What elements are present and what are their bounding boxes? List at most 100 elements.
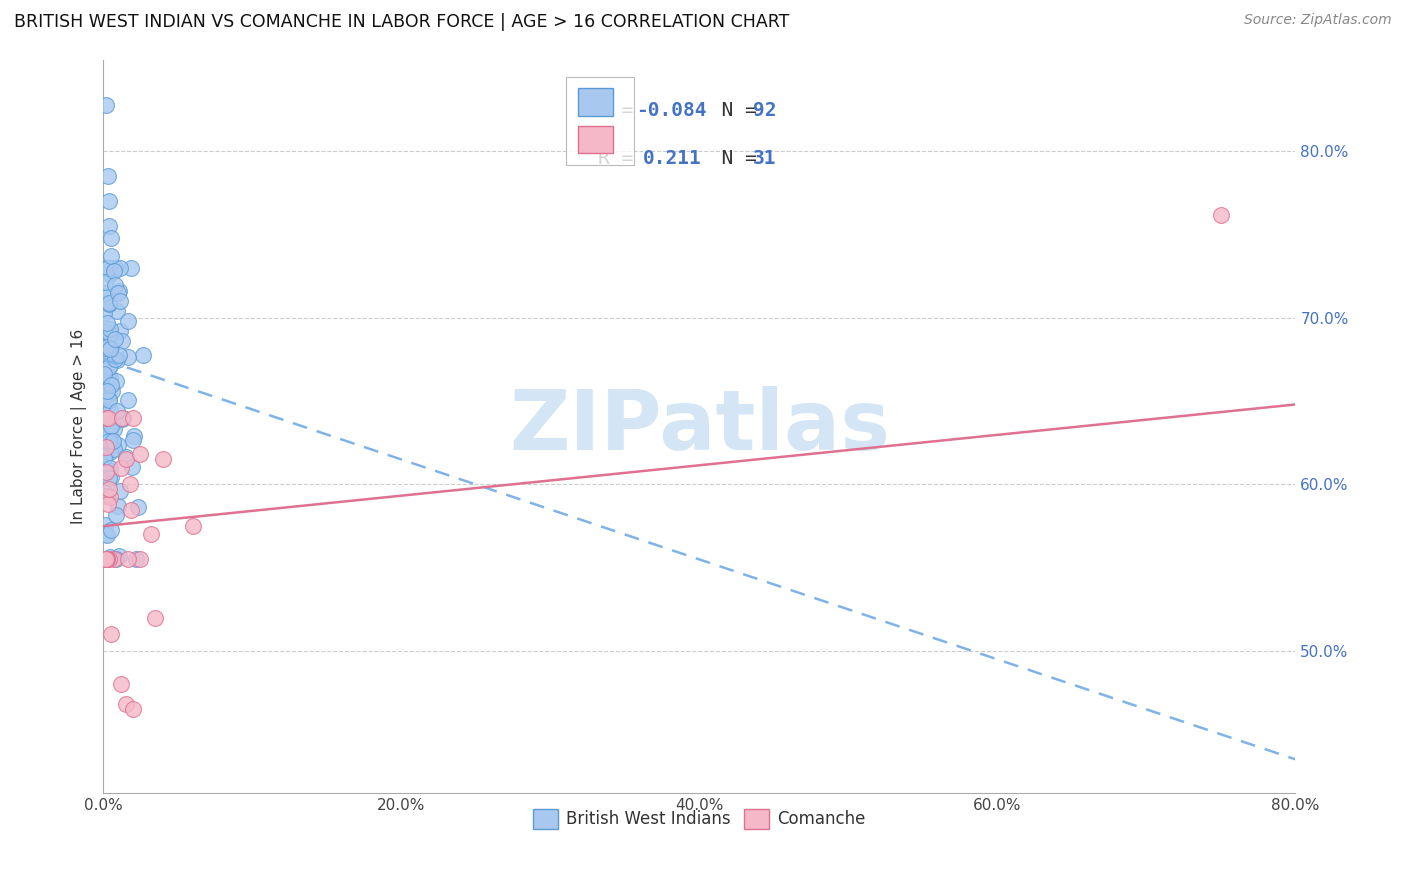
Text: BRITISH WEST INDIAN VS COMANCHE IN LABOR FORCE | AGE > 16 CORRELATION CHART: BRITISH WEST INDIAN VS COMANCHE IN LABOR… [14,13,789,31]
Point [98,471,121,485]
Point [94,285,117,300]
Point [97,434,120,448]
Point [97,463,120,477]
Point [96,552,118,566]
Point [121,460,143,475]
Text: -0.084: -0.084 [636,102,707,120]
Point [93,440,115,454]
Point [96,97,118,112]
Point [98,322,121,336]
Point [100,351,122,366]
Point [96,552,118,566]
Point [100,231,122,245]
Point [98,391,121,405]
Point [93,324,115,338]
Point [97,260,120,275]
Point [98,327,121,342]
Point [98,326,121,340]
Point [97,335,120,350]
Point [107,499,129,513]
Point [100,627,122,641]
Point [129,552,152,566]
Point [108,294,131,309]
Point [96,440,118,454]
Point [98,371,121,385]
Point [129,447,152,461]
Point [108,260,131,275]
Text: R =: R = [598,149,657,168]
Point [114,698,136,712]
Point [105,374,128,388]
Text: N =: N = [699,102,769,120]
Point [114,452,136,467]
Point [96,465,118,479]
Point [94,448,117,462]
Point [97,260,120,275]
Text: Source: ZipAtlas.com: Source: ZipAtlas.com [1244,13,1392,28]
Text: 0.211: 0.211 [644,149,702,168]
Point [93,484,115,499]
Point [98,359,121,374]
Point [97,410,120,425]
Point [103,421,125,435]
Point [96,340,118,354]
Point [118,477,141,491]
Point [98,550,121,565]
Point [104,260,127,275]
Point [93,367,115,381]
Point [145,611,167,625]
Point [96,384,118,399]
Point [97,412,120,426]
Point [96,552,118,566]
Text: R =: R = [598,102,645,120]
Point [94,489,117,503]
Point [101,434,124,449]
Legend: British West Indians, Comanche: British West Indians, Comanche [526,802,873,836]
Point [96,552,118,566]
Point [98,427,121,442]
Point [110,460,132,475]
Point [117,350,139,364]
Point [96,425,118,439]
Point [96,410,118,425]
Point [96,528,118,542]
Point [181,519,204,533]
Point [94,275,117,289]
Point [107,438,129,452]
Point [1209,208,1232,222]
Point [96,369,118,384]
Point [97,497,120,511]
Point [98,219,121,234]
Point [98,461,121,475]
Point [120,503,142,517]
Point [100,377,122,392]
Text: N =: N = [699,149,769,168]
Point [132,348,155,362]
Point [103,264,125,278]
Point [97,297,120,311]
Point [122,433,145,447]
Point [98,194,121,209]
Point [110,677,132,691]
Point [108,549,131,563]
Point [111,334,134,348]
Point [97,169,120,184]
Point [122,702,145,716]
Point [97,289,120,303]
Point [101,417,124,432]
Point [96,413,118,427]
Point [104,332,127,346]
Point [98,359,121,373]
Text: ZIPatlas: ZIPatlas [509,385,890,467]
Point [105,303,128,318]
Point [127,500,149,514]
Point [120,260,142,275]
Point [93,306,115,320]
Point [104,277,127,292]
Point [101,384,124,398]
Point [100,249,122,263]
Text: 31: 31 [754,149,776,168]
Point [105,552,128,566]
Y-axis label: In Labor Force | Age > 16: In Labor Force | Age > 16 [72,328,87,524]
Point [97,552,120,566]
